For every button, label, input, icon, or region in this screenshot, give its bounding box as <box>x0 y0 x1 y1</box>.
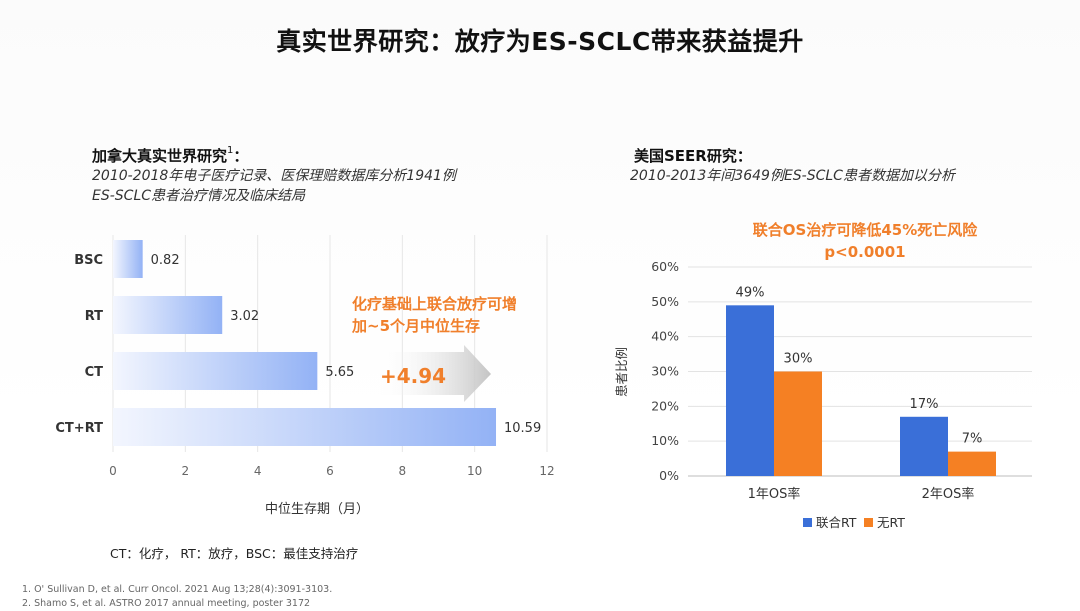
right-value-label: 30% <box>784 352 813 367</box>
references: 1. O' Sullivan D, et al. Curr Oncol. 202… <box>22 583 332 611</box>
left-category-label: BSC <box>74 253 103 268</box>
right-y-tick-label: 40% <box>651 329 679 344</box>
right-y-tick-label: 0% <box>659 468 679 483</box>
right-bar-with-rt <box>900 416 948 476</box>
right-bar-without-rt <box>774 371 822 476</box>
left-callout: 化疗基础上联合放疗可增 加~5个月中位生存 <box>352 293 517 337</box>
left-value-label: 3.02 <box>230 309 259 324</box>
right-y-axis-title: 患者比例 <box>614 347 629 397</box>
right-y-tick-label: 50% <box>651 294 679 309</box>
legend-swatch <box>864 518 873 527</box>
left-subtitle-line1: 2010-2018年电子医疗记录、医保理赔数据库分析1941例 <box>92 168 456 184</box>
right-value-label: 7% <box>962 432 983 447</box>
legend-label: 联合RT <box>816 515 857 530</box>
left-x-tick-label: 12 <box>539 464 554 478</box>
left-value-label: 0.82 <box>151 253 180 268</box>
left-category-label: RT <box>85 309 103 324</box>
left-heading-text: 加拿大真实世界研究 <box>92 147 228 165</box>
right-heading: 美国SEER研究： <box>634 147 752 165</box>
left-bar <box>113 352 318 390</box>
slide-title: 真实世界研究：放疗为ES-SCLC带来获益提升 <box>276 27 804 56</box>
left-bar <box>113 408 497 446</box>
right-y-tick-label: 20% <box>651 398 679 413</box>
left-x-tick-label: 10 <box>467 464 482 478</box>
left-category-label: CT+RT <box>55 421 103 436</box>
left-x-tick-label: 2 <box>182 464 190 478</box>
right-y-tick-label: 30% <box>651 364 679 379</box>
left-x-tick-label: 4 <box>254 464 262 478</box>
left-subtitle: 2010-2018年电子医疗记录、医保理赔数据库分析1941例 ES-SCLC患… <box>92 166 456 206</box>
right-value-label: 49% <box>736 285 765 300</box>
legend-label: 无RT <box>877 515 905 530</box>
right-callout: 联合OS治疗可降低45%死亡风险 p<0.0001 <box>700 219 1030 263</box>
left-bar <box>113 240 143 278</box>
right-y-tick-label: 10% <box>651 433 679 448</box>
right-callout-line1: 联合OS治疗可降低45%死亡风险 <box>752 221 978 239</box>
improvement-arrow <box>375 345 491 402</box>
right-bar-with-rt <box>726 305 774 476</box>
left-callout-line1: 化疗基础上联合放疗可增 <box>352 295 518 313</box>
left-bar <box>113 296 223 334</box>
left-callout-line2: 加~5个月中位生存 <box>352 317 481 335</box>
left-category-label: CT <box>85 365 104 380</box>
left-x-axis-title: 中位生存期（月） <box>265 502 369 517</box>
legend-swatch <box>803 518 812 527</box>
right-category-label: 2年OS率 <box>922 486 975 502</box>
left-x-tick-label: 0 <box>109 464 117 478</box>
right-y-tick-label: 60% <box>651 259 679 274</box>
left-x-tick-label: 6 <box>326 464 334 478</box>
reference-1: 1. O' Sullivan D, et al. Curr Oncol. 202… <box>22 584 333 595</box>
right-subtitle: 2010-2013年间3649例ES-SCLC患者数据加以分析 <box>630 168 955 184</box>
right-callout-line2: p<0.0001 <box>824 243 906 261</box>
left-heading-colon: ： <box>233 147 249 165</box>
reference-2: 2. Shamo S, et al. ASTRO 2017 annual mee… <box>22 598 311 609</box>
left-heading-sup: 1 <box>227 145 234 156</box>
left-value-label: 10.59 <box>504 421 541 436</box>
abbreviation-note: CT：化疗， RT：放疗，BSC：最佳支持治疗 <box>110 546 359 561</box>
left-subtitle-line2: ES-SCLC患者治疗情况及临床结局 <box>92 188 306 204</box>
improvement-value: +4.94 <box>380 364 446 388</box>
right-bar-without-rt <box>948 451 996 476</box>
left-value-label: 5.65 <box>325 365 354 380</box>
left-x-tick-label: 8 <box>399 464 407 478</box>
right-category-label: 1年OS率 <box>748 486 801 502</box>
left-heading: 加拿大真实世界研究1： <box>92 145 248 166</box>
right-value-label: 17% <box>910 397 939 412</box>
